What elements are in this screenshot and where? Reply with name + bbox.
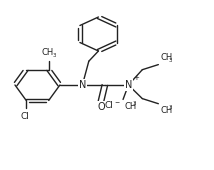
Text: 3: 3 (132, 101, 136, 106)
Text: CH: CH (42, 48, 54, 57)
Text: Cl: Cl (105, 101, 113, 110)
Text: 3: 3 (168, 58, 172, 63)
Text: 3: 3 (168, 105, 172, 110)
Text: CH: CH (160, 106, 172, 115)
Text: +: + (133, 75, 139, 81)
Text: 3: 3 (53, 53, 56, 58)
Text: O: O (97, 102, 105, 112)
Text: N: N (79, 80, 86, 90)
Text: −: − (115, 100, 120, 105)
Text: CH: CH (160, 53, 172, 62)
Text: N: N (125, 80, 132, 90)
Text: Cl: Cl (21, 112, 30, 121)
Text: CH: CH (124, 102, 136, 111)
